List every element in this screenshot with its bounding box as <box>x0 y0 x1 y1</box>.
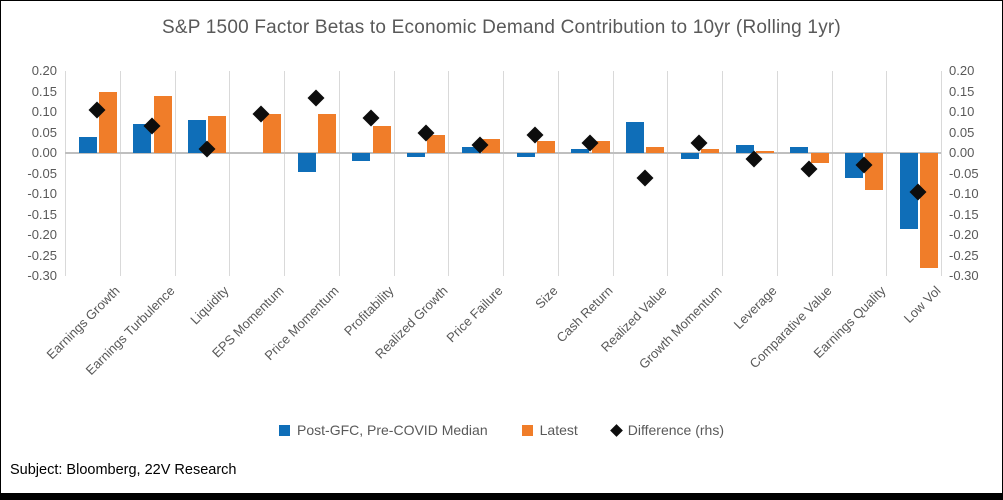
difference-diamond-marker <box>362 109 380 127</box>
bar-median <box>407 153 426 158</box>
y-axis-tick-left: 0.20 <box>31 63 57 78</box>
vertical-gridline <box>722 71 723 276</box>
vertical-gridline <box>503 71 504 276</box>
y-axis-tick-left: -0.15 <box>27 206 57 222</box>
vertical-gridline <box>557 71 559 276</box>
vertical-gridline <box>776 71 778 276</box>
vertical-gridline <box>65 71 66 276</box>
y-axis-tick-left: 0.05 <box>31 124 57 140</box>
y-axis-tick-left: -0.25 <box>27 247 57 263</box>
vertical-gridline <box>229 71 231 276</box>
bar-latest <box>208 116 227 153</box>
vertical-gridline <box>448 71 450 276</box>
vertical-gridline <box>612 71 614 276</box>
bar-median <box>133 124 152 153</box>
bar-median <box>845 153 864 178</box>
vertical-gridline <box>886 71 888 276</box>
bar-median <box>516 153 535 158</box>
y-axis-tick-left: -0.20 <box>27 227 57 242</box>
vertical-gridline <box>174 71 176 276</box>
bar-median <box>461 146 480 153</box>
difference-diamond-icon <box>609 423 623 437</box>
vertical-gridline <box>119 71 121 276</box>
legend-label-latest: Latest <box>539 422 578 438</box>
difference-diamond-marker <box>800 160 818 178</box>
vertical-gridline <box>393 71 395 276</box>
bar-median <box>297 153 316 172</box>
bar-latest <box>153 95 172 153</box>
vertical-gridline <box>667 71 669 276</box>
bar-median <box>790 146 809 153</box>
chart-legend: Post-GFC, Pre-COVID Median Latest Differ… <box>1 422 1002 438</box>
bar-latest <box>317 114 336 153</box>
legend-item-difference: Difference (rhs) <box>609 422 724 438</box>
latest-series-swatch <box>521 424 533 436</box>
y-axis-tick-right: 0.20 <box>949 63 975 78</box>
legend-label-difference: Difference (rhs) <box>627 422 724 438</box>
bar-latest <box>263 114 282 153</box>
legend-item-median: Post-GFC, Pre-COVID Median <box>279 422 488 438</box>
bar-median <box>680 153 699 160</box>
plot-area <box>65 71 942 276</box>
y-axis-tick-right: -0.30 <box>949 268 979 283</box>
y-axis-tick-left: 0.15 <box>31 83 57 99</box>
bar-latest <box>646 146 665 153</box>
bar-median <box>626 122 645 154</box>
y-axis-tick-right: 0.15 <box>949 83 975 99</box>
y-axis-tick-left: -0.05 <box>27 165 57 181</box>
vertical-gridline <box>941 71 942 276</box>
vertical-gridline <box>831 71 833 276</box>
vertical-gridline <box>338 71 340 276</box>
bar-latest <box>427 134 446 153</box>
bar-latest <box>865 153 884 190</box>
y-axis-tick-right: 0.10 <box>949 104 975 119</box>
bar-median <box>899 153 918 229</box>
zero-axis-line <box>65 152 941 154</box>
bar-median <box>735 144 754 153</box>
source-note: Subject: Bloomberg, 22V Research <box>10 462 237 478</box>
y-axis-tick-right: -0.15 <box>949 206 979 222</box>
bar-median <box>571 148 590 153</box>
chart-title: S&P 1500 Factor Betas to Economic Demand… <box>162 17 841 38</box>
bar-latest <box>755 151 774 153</box>
y-axis-tick-left: 0.10 <box>31 104 57 119</box>
legend-item-latest: Latest <box>521 422 578 438</box>
bar-latest <box>536 140 555 153</box>
bar-latest <box>98 91 117 153</box>
y-axis-tick-right: -0.25 <box>949 247 979 263</box>
bottom-border-bar <box>1 493 1002 499</box>
median-series-swatch <box>279 424 291 436</box>
bar-latest <box>372 126 391 153</box>
y-axis-tick-left: 0.00 <box>31 145 57 160</box>
difference-diamond-marker <box>636 169 653 187</box>
vertical-gridline <box>284 71 285 276</box>
y-axis-tick-right: -0.10 <box>949 186 979 201</box>
difference-diamond-marker <box>307 89 325 107</box>
bar-latest <box>810 153 829 164</box>
y-axis-tick-right: -0.05 <box>949 165 979 181</box>
y-axis-tick-right: -0.20 <box>949 227 979 242</box>
bar-latest <box>701 148 720 153</box>
bar-latest <box>920 153 939 268</box>
bar-median <box>78 136 97 153</box>
bar-median <box>352 153 371 162</box>
y-axis-tick-right: 0.05 <box>949 124 975 140</box>
y-axis-tick-left: -0.30 <box>27 268 57 283</box>
legend-label-median: Post-GFC, Pre-COVID Median <box>297 422 488 438</box>
y-axis-tick-left: -0.10 <box>27 186 57 201</box>
y-axis-tick-right: 0.00 <box>949 145 975 160</box>
